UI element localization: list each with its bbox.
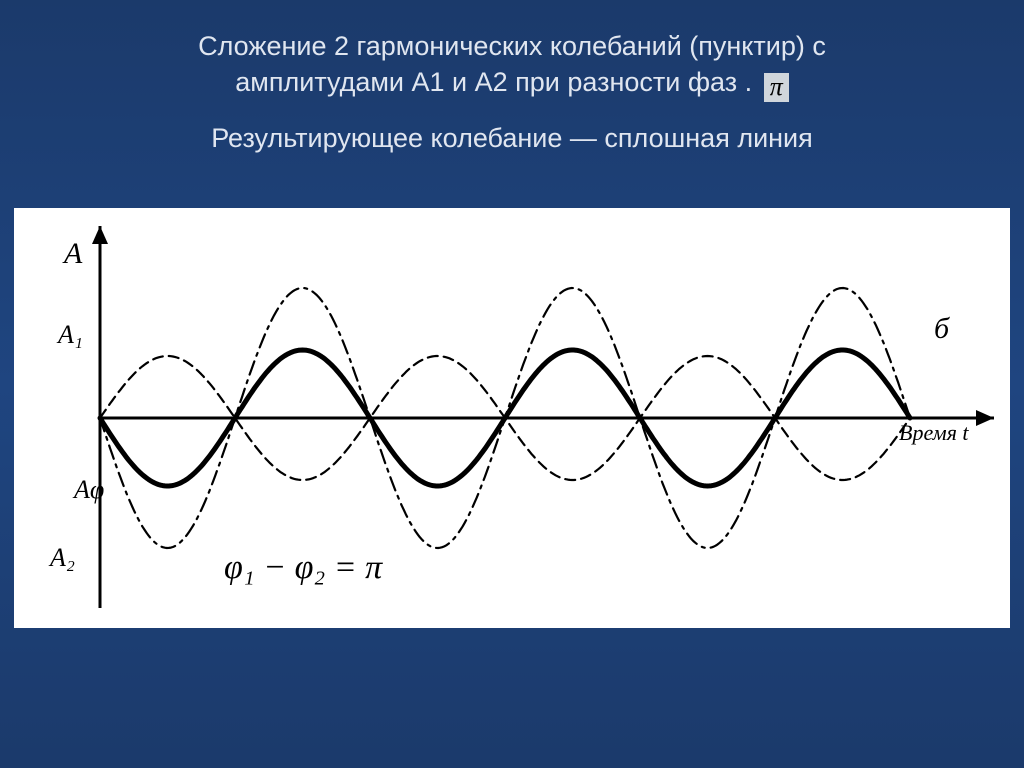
chart-container: A A₁ A₂ Aφ б Время t φ₁ − φ₂ = π: [14, 208, 1010, 628]
label-aphi: Aφ: [72, 475, 104, 504]
x-axis-arrow: [976, 410, 994, 426]
wave-chart: A A₁ A₂ Aφ б Время t φ₁ − φ₂ = π: [14, 208, 1010, 628]
slide: Сложение 2 гармонических колебаний (пунк…: [0, 0, 1024, 768]
title-line-2-text: амплитудами А1 и А2 при разности фаз .: [235, 67, 752, 97]
phase-equation: φ₁ − φ₂ = π: [224, 549, 383, 586]
subplot-label: б: [934, 312, 950, 345]
label-a1: A₁: [56, 320, 83, 349]
subtitle: Результирующее колебание — сплошная лини…: [0, 123, 1024, 154]
label-a2: A₂: [48, 543, 75, 572]
y-axis-label: A: [62, 237, 83, 270]
title-line-1: Сложение 2 гармонических колебаний (пунк…: [0, 28, 1024, 64]
x-axis-label: Время t: [899, 420, 969, 445]
title-block: Сложение 2 гармонических колебаний (пунк…: [0, 0, 1024, 101]
title-line-2: амплитудами А1 и А2 при разности фаз . π: [0, 64, 1024, 100]
pi-symbol-box: π: [764, 73, 789, 102]
y-axis-arrow: [92, 226, 108, 244]
